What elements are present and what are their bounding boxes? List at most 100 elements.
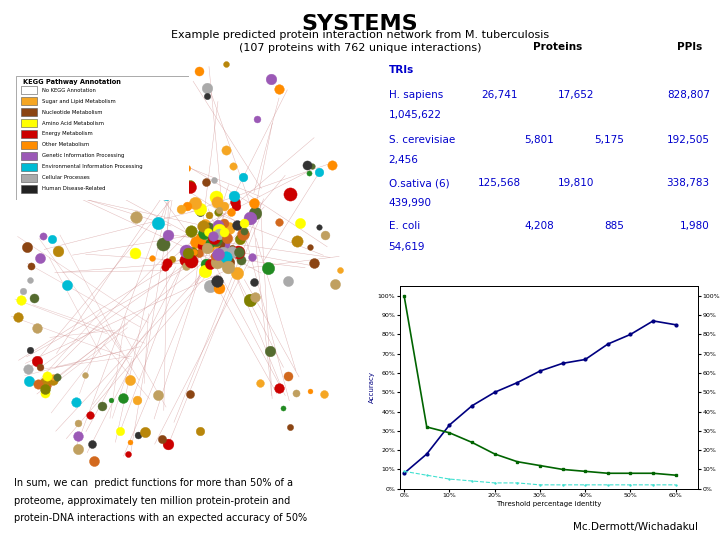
Point [124, 438, 135, 447]
Point [40, 381, 51, 389]
Point [122, 450, 133, 458]
Point [204, 282, 215, 291]
Bar [21, 86, 37, 94]
Point [52, 247, 63, 255]
Point [265, 75, 276, 83]
Point [277, 403, 289, 412]
Point [208, 233, 220, 242]
Point [197, 241, 208, 250]
Point [217, 239, 229, 248]
Point [211, 197, 222, 206]
Point [32, 323, 43, 332]
Text: 1,980: 1,980 [680, 221, 710, 231]
Text: No KEGG Annotation: No KEGG Annotation [42, 88, 96, 93]
Point [24, 275, 36, 284]
Point [24, 377, 35, 386]
Point [254, 379, 266, 387]
Point [197, 222, 209, 231]
Point [290, 388, 302, 397]
Point [212, 234, 223, 243]
Point [158, 239, 169, 248]
Bar [21, 185, 37, 193]
Point [282, 372, 294, 380]
Bar [21, 108, 37, 116]
Point [197, 234, 208, 242]
Point [212, 249, 223, 258]
Point [51, 174, 63, 183]
FancyBboxPatch shape [16, 76, 189, 200]
Text: Energy Metabolism: Energy Metabolism [42, 131, 92, 137]
Point [292, 237, 303, 245]
Point [202, 228, 214, 237]
Point [248, 199, 260, 208]
Text: protein-DNA interactions with an expected accuracy of 50%: protein-DNA interactions with an expecte… [14, 513, 307, 523]
Text: Proteins: Proteins [533, 42, 582, 52]
Point [206, 230, 217, 238]
Point [207, 233, 219, 242]
Point [230, 202, 242, 211]
Point [162, 231, 174, 239]
Point [51, 373, 63, 382]
Point [25, 261, 37, 270]
Point [202, 241, 214, 250]
Point [194, 427, 205, 436]
Point [238, 227, 250, 235]
Point [54, 159, 66, 167]
Point [318, 390, 330, 399]
Point [181, 164, 192, 172]
Point [214, 230, 225, 238]
Point [40, 389, 51, 398]
Point [212, 255, 223, 264]
Point [212, 233, 224, 241]
Point [213, 284, 225, 292]
Text: Sugar and Lipid Metabolism: Sugar and Lipid Metabolism [42, 99, 115, 104]
Point [176, 204, 187, 213]
X-axis label: Threshold percentage identity: Threshold percentage identity [496, 501, 602, 507]
Text: 885: 885 [604, 221, 624, 231]
Point [308, 258, 320, 267]
Point [211, 193, 222, 201]
Point [47, 373, 58, 382]
Point [237, 172, 248, 181]
Point [233, 247, 244, 256]
Point [282, 276, 294, 285]
Point [274, 85, 285, 94]
Text: Genetic Information Processing: Genetic Information Processing [42, 153, 124, 158]
Point [274, 218, 285, 227]
Point [193, 249, 204, 258]
Point [204, 260, 216, 268]
Point [215, 240, 226, 248]
Point [220, 146, 232, 154]
Point [182, 248, 194, 257]
Point [72, 444, 84, 453]
Point [73, 431, 84, 440]
Point [16, 175, 27, 184]
Point [250, 293, 261, 302]
Point [132, 431, 144, 440]
Bar [21, 119, 37, 127]
Text: Amino Acid Metabolism: Amino Acid Metabolism [42, 120, 104, 125]
Point [200, 178, 212, 187]
Text: KEGG Pathway Annotation: KEGG Pathway Annotation [23, 79, 121, 85]
Point [223, 255, 235, 264]
Point [71, 397, 82, 406]
Point [166, 255, 178, 264]
Point [222, 225, 233, 234]
Point [202, 233, 214, 242]
Point [235, 256, 247, 265]
Bar [21, 130, 37, 138]
Point [86, 440, 98, 449]
Point [85, 411, 96, 420]
Point [181, 202, 193, 211]
Text: Example predicted protein interaction network from M. tuberculosis: Example predicted protein interaction ne… [171, 30, 549, 40]
Point [71, 95, 82, 104]
Point [211, 258, 222, 266]
Point [218, 227, 230, 236]
Point [207, 232, 219, 240]
Point [194, 66, 205, 75]
Point [232, 247, 243, 256]
Point [231, 268, 243, 277]
Point [199, 219, 211, 228]
Text: 5,801: 5,801 [524, 135, 554, 145]
Point [132, 395, 143, 404]
